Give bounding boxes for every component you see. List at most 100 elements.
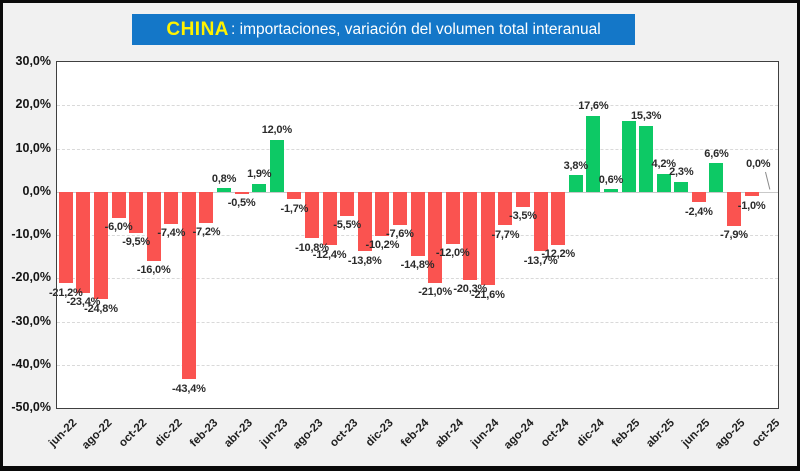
y-axis-tick-label: 0,0% (22, 183, 52, 198)
x-axis-tick-label: abr-24 (433, 417, 467, 450)
bar (129, 191, 144, 233)
data-label: 0,0% (746, 157, 771, 170)
data-label: -7,7% (491, 228, 520, 241)
bar (639, 125, 654, 192)
gridline (57, 364, 778, 366)
data-label: 2,3% (669, 166, 694, 179)
bar (287, 191, 302, 200)
y-axis-tick-label: -40,0% (11, 356, 51, 371)
data-label: -7,9% (720, 229, 748, 242)
x-axis-tick-label: feb-23 (187, 417, 220, 450)
y-axis-tick-label: -10,0% (11, 227, 51, 241)
data-label: -10,8% (295, 241, 329, 254)
bar (709, 163, 724, 192)
data-label: 12,0% (261, 124, 292, 137)
title-subtitle: : importaciones, variación del volumen t… (231, 20, 601, 38)
bar (146, 191, 161, 261)
bar (217, 188, 232, 192)
data-label: -5,5% (333, 219, 362, 232)
data-label: 3,8% (563, 159, 588, 172)
gridline (57, 321, 778, 323)
bar (111, 191, 126, 218)
bar (727, 191, 742, 226)
data-label: -21,0% (418, 286, 452, 299)
x-axis-tick-label: ago-24 (501, 417, 537, 452)
data-label: -12,2% (541, 248, 575, 260)
data-label: -7,6% (386, 228, 414, 241)
data-label: -3,5% (509, 210, 537, 223)
x-axis-tick-label: dic-23 (363, 417, 396, 449)
data-label: 15,3% (631, 110, 662, 123)
data-label: -24,8% (84, 302, 118, 315)
bar (375, 191, 390, 236)
x-axis-tick-label: abr-25 (644, 417, 678, 450)
bar (164, 191, 179, 224)
bar (586, 115, 601, 192)
y-axis-tick-label: 30,0% (15, 54, 51, 68)
data-label: -1,7% (280, 202, 309, 215)
data-label: -7,2% (192, 226, 221, 239)
bar (533, 191, 548, 251)
x-axis-tick-label: dic-22 (152, 417, 185, 449)
y-axis-tick-label: 20,0% (15, 97, 51, 112)
x-axis-tick-label: feb-24 (398, 417, 431, 450)
y-axis-tick-label: -50,0% (11, 400, 51, 414)
bar (480, 191, 495, 286)
y-axis-tick-label: 10,0% (15, 140, 51, 155)
bar (93, 191, 108, 299)
bar (199, 191, 214, 223)
data-label: -21,6% (471, 288, 505, 301)
x-axis-tick-label: abr-23 (222, 417, 256, 450)
data-label: -6,0% (104, 221, 133, 234)
bar (621, 120, 636, 192)
data-label: -13,8% (347, 254, 382, 267)
data-label: -9,5% (122, 236, 150, 249)
x-axis-tick-label: feb-25 (609, 417, 643, 450)
y-axis-tick-label: -30,0% (11, 313, 51, 328)
data-label: -14,8% (400, 259, 435, 272)
chart-title: CHINA: importaciones, variación del volu… (132, 14, 635, 45)
bar (181, 191, 196, 380)
data-label: -12,4% (312, 248, 347, 261)
bar (674, 181, 689, 192)
data-label: -20,3% (453, 283, 488, 296)
bar (603, 189, 618, 192)
bar (445, 191, 460, 244)
bar (428, 191, 443, 283)
y-axis-tick-label: -20,0% (11, 270, 51, 285)
data-label: -21,2% (48, 286, 83, 299)
bar (463, 191, 478, 280)
bar (234, 191, 249, 194)
data-label: 17,6% (578, 100, 609, 113)
x-axis-tick-label: ago-23 (290, 417, 326, 452)
gridline (57, 278, 778, 280)
data-label: -2,4% (684, 205, 713, 218)
x-axis-tick-label: jun-23 (257, 417, 291, 450)
bar (357, 191, 372, 252)
data-label: 0,6% (598, 173, 624, 186)
data-label: 0,8% (211, 172, 237, 185)
plot-area: -21,2% -23,4% -24,8% -6,0% -9,5% -16,0% -7,4% -… (49, 61, 779, 409)
x-axis-tick-label: ago-22 (79, 417, 115, 452)
x-axis-tick-label: oct-23 (328, 417, 361, 450)
bar (269, 139, 284, 192)
title-country: CHINA (166, 18, 230, 40)
bar (516, 191, 530, 207)
bar (568, 175, 583, 192)
x-axis-tick-label: jun-22 (46, 417, 80, 450)
x-axis-tick-label: ago-25 (712, 417, 748, 452)
bar (392, 191, 407, 225)
data-label: -7,4% (157, 227, 186, 240)
data-label: 6,6% (704, 147, 729, 160)
data-label: -23,4% (66, 296, 101, 309)
bar (498, 191, 513, 226)
bar (656, 173, 671, 192)
data-label: 1,9% (247, 168, 272, 181)
bar (410, 191, 425, 256)
data-label: 4,2% (651, 158, 676, 171)
gridline (57, 148, 778, 150)
data-label: -0,5% (227, 197, 256, 210)
bar (58, 191, 73, 284)
bar (691, 191, 706, 203)
